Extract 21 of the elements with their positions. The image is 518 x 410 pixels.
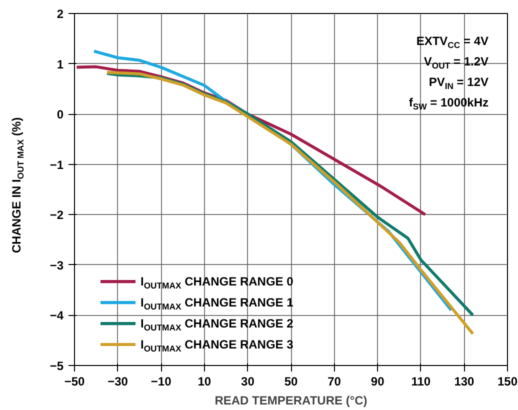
x-axis-title: READ TEMPERATURE (°C) [214, 394, 368, 408]
x-tick-label: 110 [411, 374, 431, 388]
x-tick-label: −10 [150, 374, 172, 388]
y-tick-label: −2 [50, 208, 64, 222]
y-tick-label: 0 [56, 108, 64, 122]
y-tick-label: −5 [50, 359, 64, 373]
x-tick-label: 30 [241, 374, 255, 388]
y-axis-title: CHANGE IN IOUT MAX (%) [10, 117, 26, 254]
x-tick-label: 90 [370, 374, 385, 388]
x-tick-label: 130 [454, 374, 475, 388]
x-tick-label: −30 [108, 374, 128, 388]
x-tick-label: 10 [198, 374, 212, 388]
x-tick-label: −50 [64, 374, 86, 388]
y-tick-label: 2 [56, 7, 64, 21]
y-tick-label: 1 [56, 57, 64, 72]
x-tick-label: 150 [497, 374, 518, 388]
x-tick-label: 70 [328, 374, 342, 388]
x-tick-label: 50 [284, 374, 298, 388]
y-tick-label: −4 [50, 308, 64, 323]
y-tick-label: −1 [50, 158, 64, 172]
y-tick-label: −3 [50, 258, 64, 272]
